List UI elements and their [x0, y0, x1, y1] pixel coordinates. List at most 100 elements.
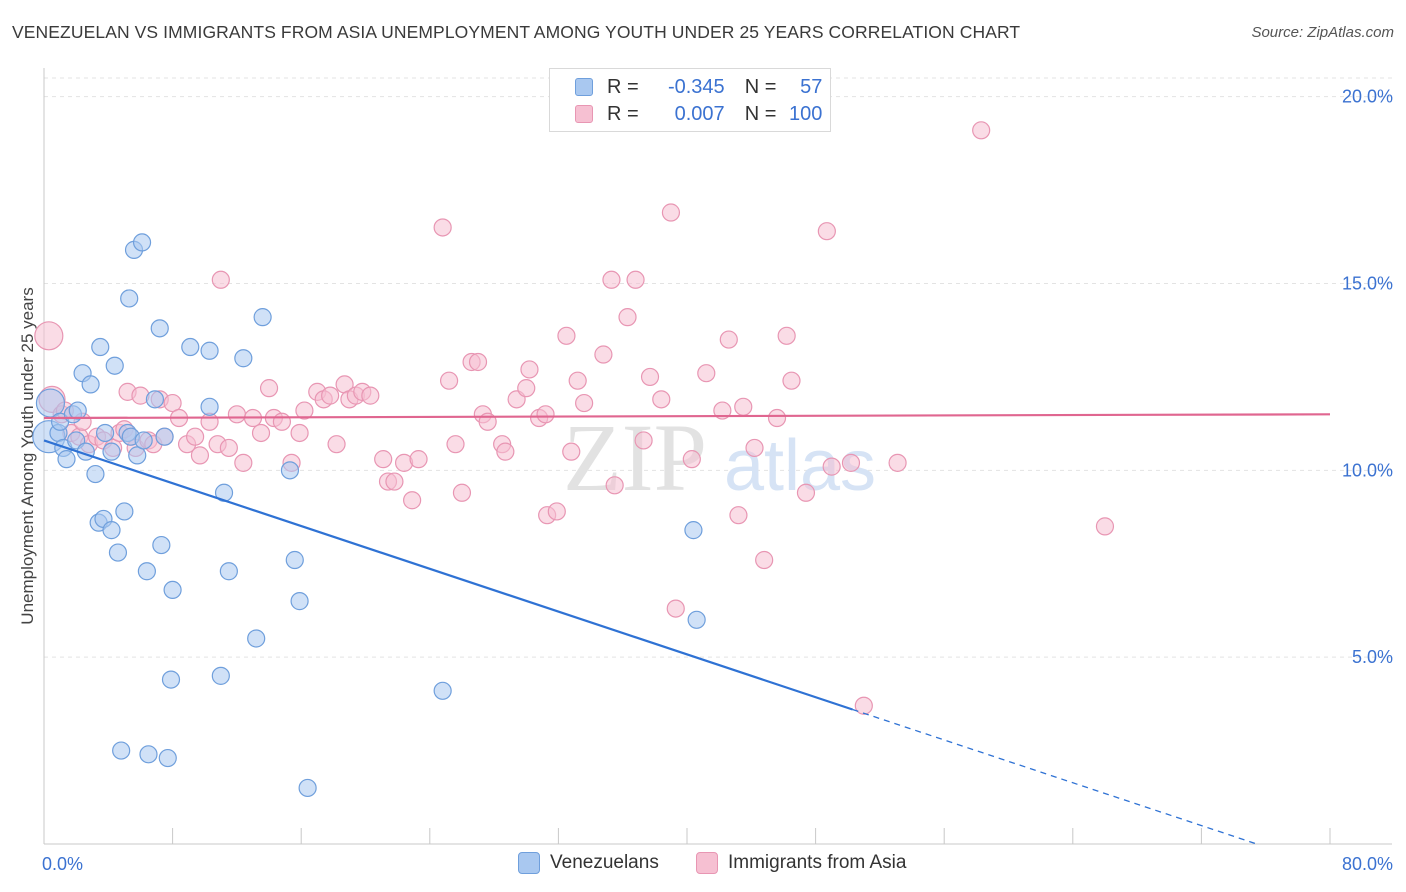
legend-row-immigrants-from-asia: R = 0.007 N = 100 [550, 101, 822, 127]
point-immigrants-from-asia [403, 491, 422, 510]
point-immigrants-from-asia [594, 345, 613, 364]
point-venezuelans [684, 521, 703, 540]
point-venezuelans [120, 289, 139, 308]
point-immigrants-from-asia [666, 599, 685, 618]
point-immigrants-from-asia [562, 442, 581, 461]
point-immigrants-from-asia [652, 390, 671, 409]
legend-n-label: N = [744, 75, 777, 98]
point-immigrants-from-asia [640, 367, 660, 387]
point-immigrants-from-asia [626, 270, 645, 289]
point-immigrants-from-asia [163, 393, 182, 413]
point-venezuelans [161, 670, 181, 689]
point-venezuelans [105, 356, 124, 375]
series-legend-label: Immigrants from Asia [728, 852, 907, 873]
point-immigrants-from-asia [259, 379, 279, 398]
point-venezuelans [86, 464, 105, 484]
point-venezuelans [298, 778, 317, 798]
legend-r-value: 0.007 [674, 102, 725, 125]
trend-line-venezuelans-extrapolated [852, 708, 1258, 845]
point-immigrants-from-asia [517, 379, 536, 398]
point-immigrants-from-asia [295, 401, 314, 420]
point-venezuelans [211, 666, 230, 685]
point-immigrants-from-asia [374, 450, 393, 469]
point-venezuelans [102, 442, 121, 461]
point-venezuelans [200, 341, 219, 360]
point-venezuelans [181, 337, 200, 357]
legend-n-value: 100 [789, 102, 823, 125]
point-immigrants-from-asia [713, 401, 732, 420]
point-immigrants-from-asia [496, 442, 515, 461]
point-immigrants-from-asia [618, 308, 637, 327]
point-immigrants-from-asia [520, 360, 539, 379]
point-immigrants-from-asia [661, 203, 681, 222]
point-venezuelans [95, 423, 115, 443]
gridlines [44, 77, 1392, 658]
y-tick-label: 5.0% [1352, 647, 1393, 667]
correlation-legend: R = -0.345 N = 57 R = 0.007 N = 100 [549, 68, 831, 132]
trend-lines [43, 413, 1331, 845]
point-immigrants-from-asia [734, 397, 753, 416]
point-venezuelans [134, 431, 153, 450]
trend-line-venezuelans [43, 439, 853, 711]
point-immigrants-from-asia [190, 446, 210, 465]
point-venezuelans [200, 397, 219, 416]
point-venezuelans [102, 521, 121, 540]
point-immigrants-from-asia [841, 453, 861, 472]
point-immigrants-from-asia [822, 457, 841, 476]
point-venezuelans [433, 681, 452, 700]
point-venezuelans [290, 592, 309, 611]
x-tick-label: 0.0% [42, 854, 83, 874]
point-immigrants-from-asia [745, 438, 764, 458]
point-immigrants-from-asia [385, 472, 404, 491]
point-immigrants-from-asia [452, 483, 472, 502]
point-venezuelans [145, 390, 165, 409]
point-immigrants-from-asia [409, 450, 428, 469]
point-immigrants-from-asia [682, 450, 701, 469]
point-immigrants-from-asia [446, 435, 465, 454]
point-immigrants-from-asia [290, 423, 309, 443]
point-immigrants-from-asia [186, 427, 205, 446]
series-legend-swatch-pink [696, 852, 718, 874]
y-tick-label: 15.0% [1342, 274, 1393, 294]
tick-labels: 5.0% 10.0% 15.0% 20.0% 0.0% 80.0% [42, 87, 1393, 874]
point-immigrants-from-asia [796, 483, 816, 502]
point-immigrants-from-asia [777, 326, 796, 345]
point-immigrants-from-asia [536, 405, 555, 424]
point-immigrants-from-asia [605, 476, 624, 495]
series-legend-item-venezuelans: Venezuelans [518, 852, 659, 874]
point-immigrants-from-asia [729, 506, 748, 525]
point-immigrants-from-asia [888, 453, 907, 472]
chart-source: Source: ZipAtlas.com [1251, 24, 1394, 41]
point-venezuelans [128, 446, 147, 465]
point-immigrants-from-asia [575, 393, 594, 413]
point-immigrants-from-asia [251, 423, 271, 443]
y-tick-label: 20.0% [1342, 87, 1393, 107]
point-venezuelans [139, 745, 158, 764]
point-venezuelans [280, 461, 300, 480]
point-immigrants-from-asia [854, 696, 873, 715]
point-venezuelans [152, 535, 171, 555]
legend-r-label: R = [607, 102, 639, 125]
point-venezuelans [137, 562, 156, 581]
point-venezuelans [163, 580, 182, 600]
point-venezuelans [253, 308, 272, 327]
point-immigrants-from-asia [755, 550, 774, 570]
series-legend-swatch-blue [518, 852, 540, 874]
point-immigrants-from-asia [817, 222, 836, 241]
point-venezuelans [112, 741, 131, 760]
point-immigrants-from-asia [782, 371, 801, 390]
point-immigrants-from-asia [697, 364, 716, 383]
series-legend: Venezuelans Immigrants from Asia [0, 852, 1406, 878]
point-immigrants-from-asia [433, 218, 452, 237]
legend-n-label: N = [744, 102, 777, 125]
y-tick-label: 10.0% [1342, 460, 1393, 480]
axes [43, 68, 1392, 845]
series-immigrants-from-asia [34, 121, 1115, 715]
point-venezuelans [91, 337, 110, 357]
legend-r-value: -0.345 [667, 75, 725, 98]
point-immigrants-from-asia [568, 371, 587, 390]
series-legend-label: Venezuelans [550, 852, 659, 873]
point-venezuelans [115, 502, 134, 521]
point-venezuelans [57, 450, 76, 469]
